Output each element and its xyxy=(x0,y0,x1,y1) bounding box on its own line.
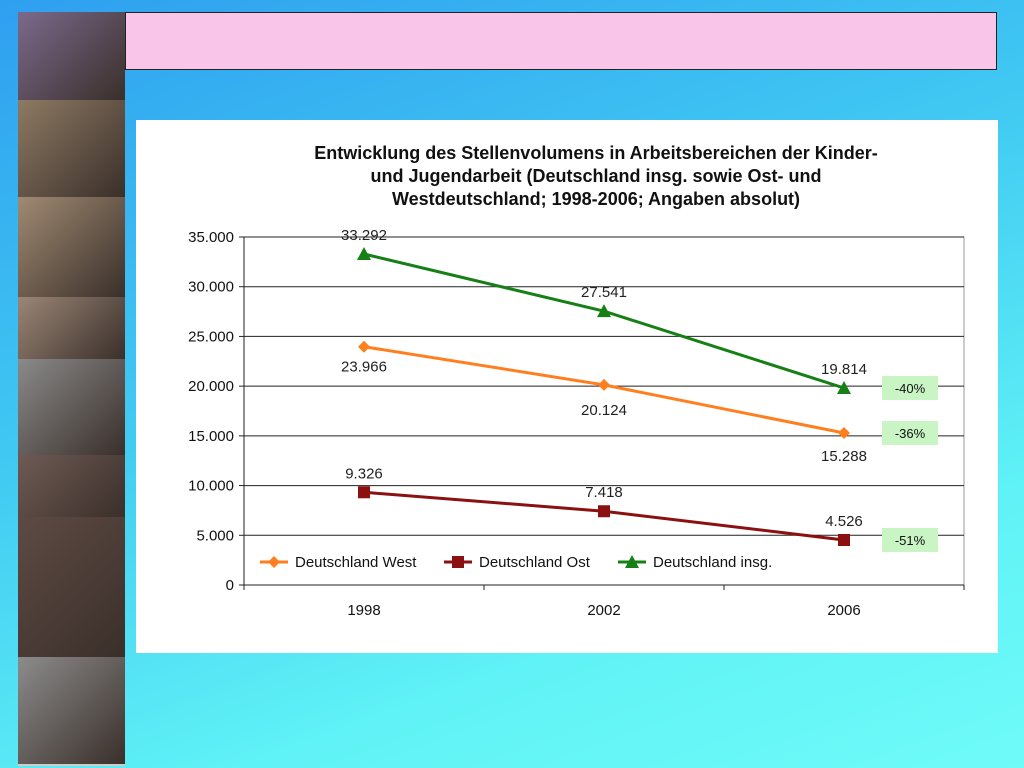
photo-demonstration xyxy=(18,657,125,766)
data-label: 20.124 xyxy=(581,402,627,419)
chart-title-line-1: Entwicklung des Stellenvolumens in Arbei… xyxy=(314,143,878,163)
legend-label: Deutschland insg. xyxy=(653,554,772,571)
photo-faces-grid xyxy=(18,100,125,199)
change-badge xyxy=(882,527,938,552)
series-line xyxy=(363,252,845,390)
y-tick-label: 0 xyxy=(226,577,234,594)
legend-marker xyxy=(268,556,280,568)
data-label: 23.966 xyxy=(341,359,387,376)
line-chart: 0 5.000 10.000 15.000 20.000 25.000 30.000 35.0… xyxy=(188,227,965,619)
data-point xyxy=(598,505,610,518)
change-badge xyxy=(882,375,938,400)
data-label: 4.526 xyxy=(825,513,863,530)
data-label: 15.288 xyxy=(821,448,867,465)
photo-girl-phone xyxy=(18,197,125,299)
y-tick-label: 15.000 xyxy=(188,428,234,445)
photo-party xyxy=(18,517,125,659)
data-point xyxy=(598,378,610,391)
photo-strip xyxy=(18,12,125,766)
data-label: 33.292 xyxy=(341,227,387,244)
data-point xyxy=(597,304,611,318)
y-tick-label: 20.000 xyxy=(188,378,234,395)
data-point xyxy=(358,340,370,353)
legend-label: Deutschland West xyxy=(295,554,417,571)
data-label: 27.541 xyxy=(581,284,627,301)
photo-teens-group xyxy=(18,455,125,519)
chart-title-line-3: Westdeutschland; 1998-2006; Angaben abso… xyxy=(391,189,801,209)
data-label: 9.326 xyxy=(345,465,383,482)
data-point xyxy=(358,486,370,499)
legend-label: Deutschland Ost xyxy=(479,554,591,571)
chart-panel: Entwicklung des Stellenvolumens in Arbei… xyxy=(136,120,998,653)
data-point xyxy=(838,426,850,439)
photo-girl-bw xyxy=(18,359,125,457)
x-tick-label: 2002 xyxy=(587,602,620,619)
y-tick-label: 10.000 xyxy=(188,478,234,495)
data-point xyxy=(837,380,851,394)
change-badge xyxy=(882,420,938,445)
data-point xyxy=(838,533,850,546)
y-tick-label: 35.000 xyxy=(188,229,234,246)
y-tick-label: 30.000 xyxy=(188,279,234,296)
data-label: 19.814 xyxy=(821,361,867,378)
x-tick-label: 2006 xyxy=(827,602,860,619)
legend-marker xyxy=(452,556,464,568)
chart-title: Entwicklung des Stellenvolumens in Arbei… xyxy=(236,142,956,211)
x-tick-label: 1998 xyxy=(347,602,380,619)
photo-skaters xyxy=(18,12,125,102)
data-point xyxy=(357,246,371,260)
data-label: 7.418 xyxy=(585,484,623,501)
chart-title-line-2: und Jugendarbeit (Deutschland insg. sowi… xyxy=(370,166,822,186)
y-tick-label: 25.000 xyxy=(188,328,234,345)
slide-title-bar xyxy=(125,12,997,70)
change-label: -51% xyxy=(895,533,926,548)
y-tick-label: 5.000 xyxy=(196,527,234,544)
change-label: -36% xyxy=(895,426,926,441)
photo-boys-heads xyxy=(18,297,125,361)
change-label: -40% xyxy=(895,381,926,396)
legend-marker xyxy=(625,555,639,568)
